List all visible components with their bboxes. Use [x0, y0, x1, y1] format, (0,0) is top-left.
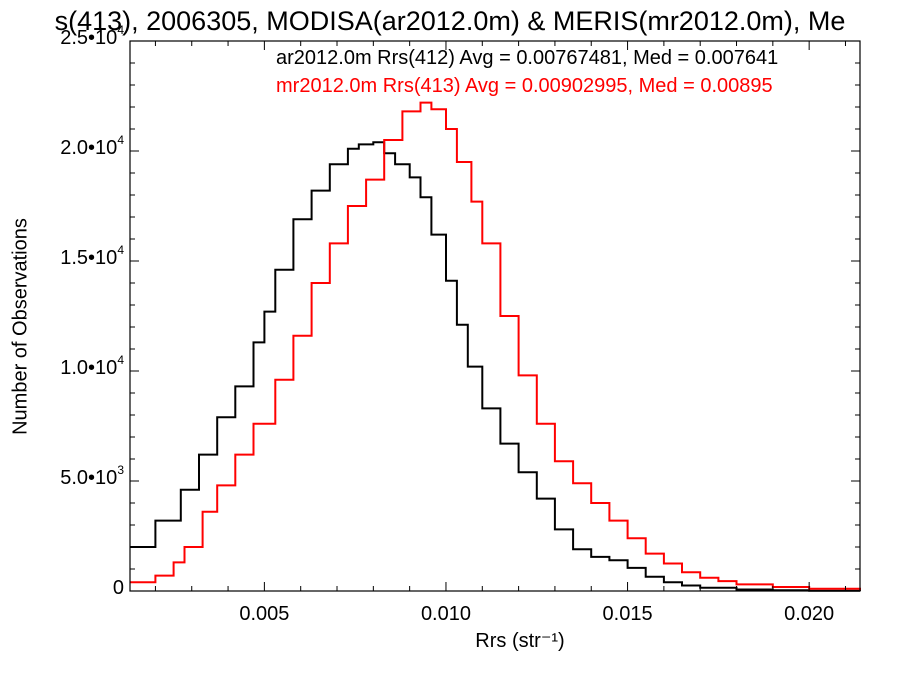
series-line-modisa	[130, 141, 861, 592]
x-axis-label: Rrs (str⁻¹)	[475, 630, 565, 652]
y-tick-label: 0	[112, 577, 124, 599]
legend-entry-modisa: ar2012.0m Rrs(412) Avg = 0.00767481, Med…	[276, 47, 779, 69]
y-tick-label: 2.0•104	[60, 133, 124, 159]
y-tick-label: 5.0•103	[60, 463, 124, 489]
x-tick-label: 0.020	[784, 603, 835, 625]
y-tick-label: 2.5•104	[60, 23, 124, 49]
plot-frame	[129, 40, 861, 592]
series-line-meris	[130, 101, 861, 591]
chart-title: s(413), 2006305, MODISA(ar2012.0m) & MER…	[54, 6, 846, 36]
y-tick-label: 1.5•104	[60, 243, 124, 269]
legend-entry-meris: mr2012.0m Rrs(413) Avg = 0.00902995, Med…	[276, 75, 773, 97]
y-tick-label: 1.0•104	[60, 353, 124, 379]
x-tick-label: 0.005	[239, 603, 290, 625]
x-tick-label: 0.015	[602, 603, 653, 625]
x-tick-label: 0.010	[420, 603, 471, 625]
